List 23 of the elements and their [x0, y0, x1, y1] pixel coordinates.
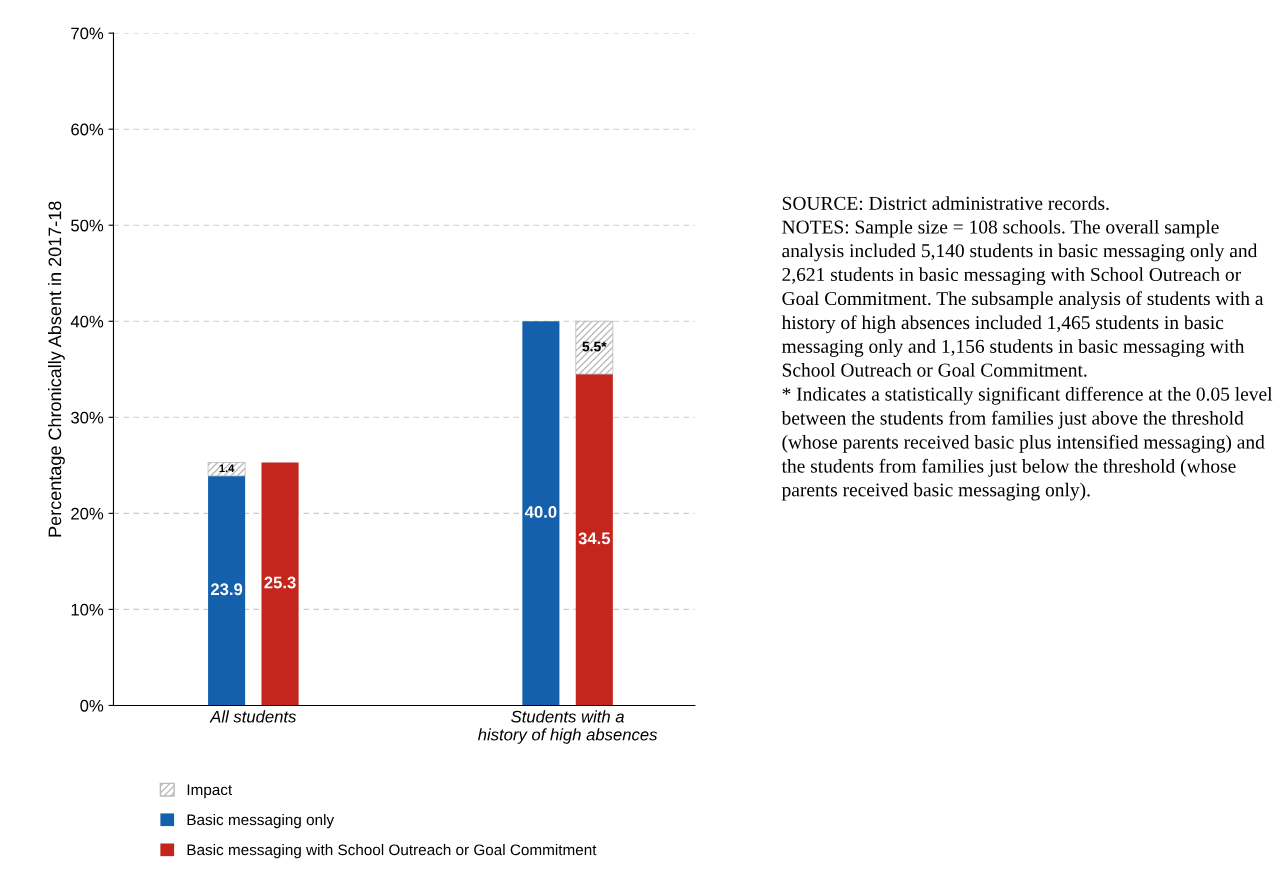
y-tick-label: 70%	[71, 27, 104, 40]
data-label: 1.4	[219, 464, 235, 473]
y-tick-label: 20%	[71, 507, 104, 520]
source-note: SOURCE: District administrative records.	[782, 196, 1109, 210]
x-tick-label: Students with a history of high absences	[478, 710, 658, 744]
legend-label: Impact	[187, 784, 233, 799]
legend-label: Basic messaging with School Outreach or Goal Commitment	[187, 844, 597, 859]
data-label: 34.5	[578, 532, 611, 545]
data-label: 25.3	[264, 576, 296, 589]
y-tick-label: 0%	[80, 699, 104, 712]
text: NOTES: Sample size = 108 schools. The overall sample analysis included 5,140 students in basic messaging only and 2,621 students in basic messaging with School Outreach or Goal Commitment. The subsample analysis of students with a history of high absences included 1,465 students in basic messaging only and 1,156 students in basic messaging with School Outreach or Goal Commitment.	[781, 219, 1264, 377]
data-label: 23.9	[210, 583, 243, 596]
y-tick-label: 40%	[70, 315, 104, 328]
y-axis-title: Percentage Chronically Absent in 2017-18	[48, 201, 65, 537]
y-tick-label: 60%	[71, 123, 104, 136]
x-tick-label: All students	[209, 710, 297, 723]
legend-label: Basic messaging only	[187, 813, 335, 829]
data-label: 40.0	[524, 506, 557, 518]
y-tick-label: 10%	[71, 603, 104, 616]
y-tick-label: 50%	[71, 219, 104, 232]
text: * Indicates a statistically significant difference at the 0.05 level between the students from families just above the threshold (whose parents received basic plus intensified messaging) and the students from families just below the threshold (whose parents received basic messaging only).	[781, 386, 1273, 501]
data-label: 5.5*	[582, 341, 607, 352]
y-tick-label: 30%	[71, 411, 104, 424]
